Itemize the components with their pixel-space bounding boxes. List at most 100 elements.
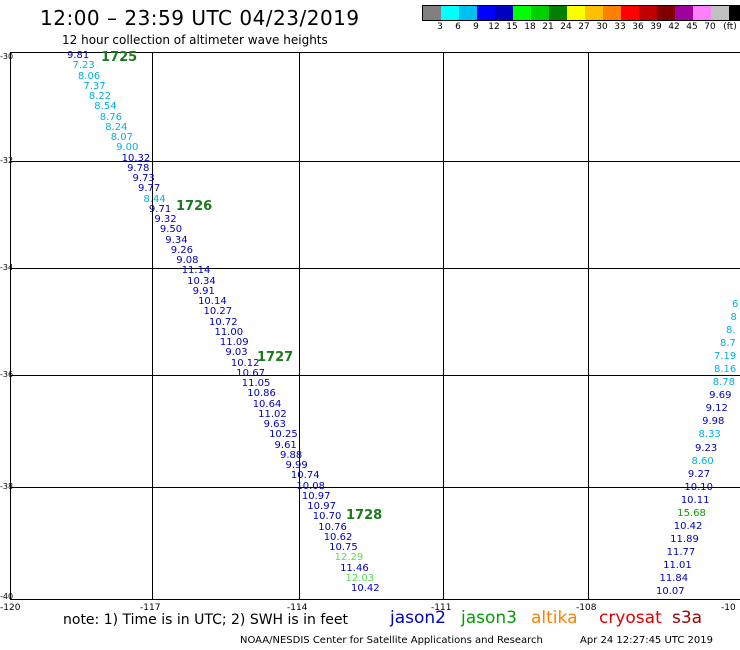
wave-height-label: 10.97 — [307, 501, 336, 512]
wave-height-label: 7.23 — [72, 60, 95, 72]
legend-label: 9 — [473, 22, 479, 32]
wave-height-label: 11.00 — [214, 326, 244, 338]
map-title: 12:00 – 23:59 UTC 04/23/2019 — [40, 6, 360, 30]
pass-number-label: 1727 — [257, 350, 294, 365]
map-plot-area — [10, 52, 740, 600]
latitude-line — [10, 268, 740, 269]
satellite-name: cryosat — [599, 608, 662, 628]
latitude-line — [10, 161, 740, 162]
wave-height-label: 10.27 — [203, 306, 233, 318]
wave-height-label: 10.74 — [290, 470, 320, 482]
legend-swatch — [639, 6, 657, 20]
wave-height-label: 10.14 — [198, 296, 227, 307]
wave-height-label: 8.24 — [105, 121, 128, 133]
wave-height-label: 11.46 — [340, 562, 369, 574]
latitude-label: -36 — [0, 370, 14, 379]
wave-height-label: 9.26 — [170, 244, 194, 256]
legend-swatch — [477, 6, 495, 20]
wave-height-label: 7.37 — [83, 80, 106, 92]
legend-label: 15 — [506, 22, 518, 32]
wave-height-label: 10.32 — [121, 152, 151, 164]
pass-number-label: 1728 — [346, 508, 383, 523]
latitude-label: -34 — [0, 263, 14, 272]
wave-height-label: 8.07 — [110, 132, 133, 143]
wave-height-label: 9.34 — [165, 234, 188, 246]
longitude-line — [443, 52, 444, 600]
wave-height-label: 10.76 — [318, 521, 347, 533]
satellite-name: jason3 — [461, 608, 517, 628]
wave-height-label: 9.32 — [154, 214, 177, 225]
wave-height-label: 9.88 — [280, 449, 303, 461]
longitude-label: -117 — [140, 603, 161, 613]
wave-height-label: 8.54 — [94, 101, 117, 113]
wave-height-label: 11.14 — [181, 265, 211, 277]
wave-height-label: 9.63 — [263, 419, 286, 430]
satellite-name: altika — [531, 608, 578, 628]
legend-label: 33 — [614, 22, 626, 32]
longitude-label: -10 — [721, 603, 736, 613]
legend-swatch — [495, 6, 513, 20]
wave-height-label: 9.81 — [67, 50, 90, 61]
wave-height-label: 10.12 — [230, 357, 260, 369]
legend-label: 24 — [560, 22, 572, 32]
wave-height-label: 10.11 — [680, 494, 710, 506]
longitude-line — [152, 52, 153, 600]
latitude-line — [10, 375, 740, 376]
units-note: note: 1) Time is in UTC; 2) SWH is in fe… — [63, 612, 349, 628]
legend-label: 12 — [488, 22, 500, 32]
wave-height-label: 8.44 — [143, 193, 166, 205]
longitude-label: -108 — [576, 603, 597, 613]
legend-label: 18 — [524, 22, 536, 32]
wave-height-label: 10.97 — [301, 490, 331, 502]
longitude-label: -120 — [0, 603, 21, 613]
legend-swatch — [567, 6, 585, 20]
map-subtitle: 12 hour collection of altimeter wave hei… — [62, 33, 328, 47]
legend-label: 45 — [686, 22, 698, 32]
legend-label: 70 — [704, 22, 716, 32]
legend-swatch — [621, 6, 639, 20]
wave-height-label: 11.01 — [663, 559, 692, 571]
wave-height-label: 9.99 — [285, 460, 308, 471]
legend-swatch — [423, 6, 441, 20]
wave-height-label: 9.27 — [687, 468, 711, 480]
generated-timestamp: Apr 24 12:27:45 UTC 2019 — [580, 635, 713, 646]
legend-label: 42 — [668, 22, 680, 32]
wave-height-label: 9.98 — [702, 416, 725, 428]
latitude-label: -32 — [0, 156, 14, 165]
wave-height-label: 11.09 — [219, 337, 249, 348]
wave-height-label: 10.25 — [269, 429, 298, 441]
legend-swatch — [657, 6, 675, 20]
satellite-name: s3a — [672, 608, 703, 628]
latitude-label: -30 — [0, 52, 14, 61]
wave-height-label: 9.61 — [274, 439, 297, 451]
wave-height-label: 10.72 — [209, 316, 238, 328]
legend-swatch — [531, 6, 549, 20]
legend-swatch — [675, 6, 693, 20]
wave-height-label: 8.06 — [77, 70, 101, 82]
pass-number-label: 1726 — [176, 199, 213, 214]
wave-height-label: 6 — [732, 299, 739, 310]
legend-label: 30 — [596, 22, 608, 32]
wave-height-label: 9.00 — [116, 142, 139, 154]
wave-height-label: 11.05 — [241, 378, 271, 389]
latitude-label: -40 — [0, 592, 14, 601]
wave-height-label: 9.91 — [192, 285, 215, 297]
wave-height-label: 8. — [726, 325, 736, 337]
legend-label: 27 — [578, 22, 590, 32]
wave-height-label: 10.70 — [312, 511, 342, 523]
legend-swatch — [459, 6, 477, 20]
wave-height-label: 12.03 — [345, 572, 375, 584]
wave-height-label: 8.33 — [698, 429, 721, 441]
wave-height-label: 10.62 — [323, 531, 353, 543]
wave-height-label: 8.60 — [691, 455, 714, 467]
wave-height-label: 10.10 — [684, 481, 713, 493]
wave-height-label: 10.75 — [329, 542, 358, 553]
wave-height-label: 9.12 — [705, 403, 728, 415]
longitude-line — [588, 52, 589, 600]
wave-height-label: 9.77 — [138, 183, 161, 195]
wave-height-label: 9.08 — [176, 255, 199, 266]
wave-height-label: 8.76 — [99, 111, 123, 123]
wave-height-label: 9.73 — [132, 173, 155, 184]
legend-label: 3 — [437, 22, 443, 32]
wave-height-label: 9.78 — [127, 162, 150, 174]
